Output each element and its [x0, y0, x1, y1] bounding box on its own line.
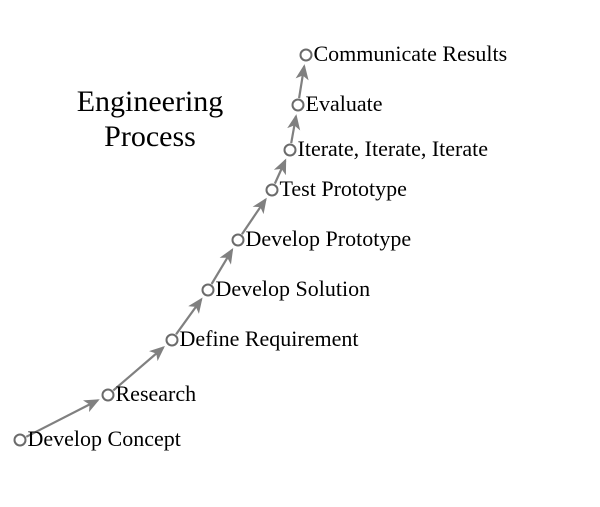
step-label: Test Prototype: [280, 176, 407, 202]
step-label: Communicate Results: [314, 41, 508, 67]
step-marker: [233, 235, 244, 246]
step-label: Develop Prototype: [246, 226, 412, 252]
step-marker: [285, 145, 296, 156]
step-label: Develop Solution: [216, 276, 371, 302]
step-arrow: [291, 116, 296, 143]
step-marker: [301, 50, 312, 61]
step-label: Research: [116, 381, 197, 407]
step-label: Define Requirement: [180, 326, 359, 352]
diagram-title: Engineering Process: [60, 85, 240, 154]
step-marker: [203, 285, 214, 296]
step-marker: [293, 100, 304, 111]
step-label: Iterate, Iterate, Iterate: [298, 136, 489, 162]
title-line-1: Engineering: [60, 85, 240, 120]
step-marker: [15, 435, 26, 446]
step-label: Evaluate: [306, 91, 383, 117]
step-arrow: [299, 66, 304, 98]
title-line-2: Process: [60, 120, 240, 155]
step-label: Develop Concept: [28, 426, 181, 452]
step-marker: [167, 335, 178, 346]
step-marker: [103, 390, 114, 401]
diagram-canvas: Engineering Process Develop Concept Resea…: [0, 0, 600, 507]
step-marker: [267, 185, 278, 196]
